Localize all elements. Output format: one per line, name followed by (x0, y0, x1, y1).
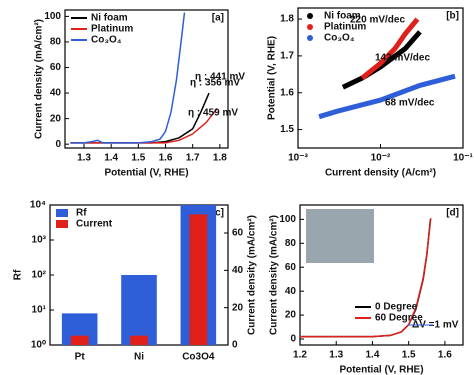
bar (70, 335, 89, 345)
series-line (300, 218, 432, 338)
bar (121, 275, 157, 345)
x-tick-label: 1.4 (365, 350, 379, 361)
annotation: η : 441 mV (195, 72, 245, 83)
legend-label: Rf (76, 208, 87, 219)
y-axis-label: Current density (mA/cm²) (269, 215, 280, 335)
x-tick-label: Ni (134, 352, 144, 363)
bar (130, 335, 148, 345)
y-tick-label: 1.8 (280, 14, 294, 25)
x-tick-label: 1.2 (293, 350, 307, 361)
y-axis-label: Current density (mA/cm²) (34, 19, 45, 139)
y2-tick-label: 0 (232, 340, 238, 351)
y-tick-label: 10⁴ (30, 200, 46, 211)
panel-label: [b] (446, 11, 459, 22)
series-line (341, 30, 422, 90)
x-tick-label: Co3O4 (182, 352, 215, 363)
x-tick-label: 1.5 (131, 153, 145, 164)
annotation: 220 mV/dec (350, 15, 405, 26)
x-axis-label: Potential (V, RHE) (339, 365, 423, 375)
x-axis-label: Current density (A/cm²) (325, 168, 436, 179)
x-tick-label: 1.4 (104, 153, 118, 164)
x-tick-label: 1.5 (402, 350, 416, 361)
panel-label: [a] (212, 13, 224, 24)
y-tick-label: 1.6 (280, 87, 294, 98)
x-tick-label: 10⁻¹ (453, 153, 473, 164)
inset-photo (306, 209, 374, 263)
annotation: 142 mV/dec (375, 53, 430, 64)
x-axis-label: Potential (V, RHE) (104, 168, 188, 179)
y-tick-label: 0 (290, 334, 296, 345)
y-tick-label: 60 (285, 262, 297, 273)
y-tick-label: 0 (55, 139, 61, 150)
legend-swatch (56, 209, 68, 217)
series-line (70, 107, 218, 144)
y-tick-label: 100 (44, 11, 61, 22)
plot-frame (64, 9, 229, 149)
panel-label: [c] (212, 208, 224, 219)
legend-label: Ni foam (324, 11, 361, 22)
legend-label: Current (76, 219, 113, 230)
legend-label: 60 Degree (375, 313, 423, 324)
bar (189, 214, 208, 345)
legend-label: Co₃O₄ (324, 33, 355, 44)
plot-frame (297, 7, 464, 149)
x-tick-label: 1.3 (329, 350, 343, 361)
y2-tick-label: 40 (232, 265, 244, 276)
annotation: η : 459 mV (188, 108, 238, 119)
annotation: 68 mV/dec (385, 98, 435, 109)
legend-swatch (307, 24, 313, 30)
y-tick-label: 20 (285, 310, 297, 321)
y-tick-label: 10¹ (32, 305, 47, 316)
annotation: η : 356 mV (190, 78, 240, 89)
x-tick-label: 1.3 (77, 153, 91, 164)
y-tick-label: 40 (285, 286, 297, 297)
series-line (318, 73, 456, 120)
y2-axis-label: Current density (mA/cm²) (247, 215, 258, 335)
legend-swatch (307, 35, 313, 41)
x-tick-label: 10⁻² (371, 153, 391, 164)
y-tick-label: 1.5 (280, 124, 294, 135)
y-tick-label: 10² (32, 270, 47, 281)
legend-label: Ni foam (91, 13, 128, 24)
y-tick-label: 10³ (32, 235, 47, 246)
y-tick-label: 80 (50, 37, 62, 48)
y-tick-label: 40 (50, 88, 62, 99)
legend-label: Platinum (324, 22, 366, 33)
legend-label: Platinum (91, 24, 133, 35)
y-tick-label: 60 (50, 62, 62, 73)
panel-label: [d] (446, 208, 459, 219)
y-tick-label: 20 (50, 113, 62, 124)
y2-tick-label: 20 (232, 302, 244, 313)
x-tick-label: 1.6 (159, 153, 173, 164)
y-tick-label: 80 (285, 238, 297, 249)
x-tick-label: 1.7 (186, 153, 200, 164)
legend-label: Co₃O₄ (91, 35, 122, 46)
legend-swatch (307, 13, 313, 19)
y2-tick-label: 60 (232, 228, 244, 239)
x-tick-label: 1.6 (438, 350, 452, 361)
annotation: ΔV =1 mV (412, 320, 459, 331)
y-axis-label: Rf (13, 269, 24, 280)
y-tick-label: 100 (279, 214, 296, 225)
x-tick-label: 1.8 (213, 153, 227, 164)
y-axis-label: Potential (V, RHE) (267, 36, 278, 120)
plot-frame (299, 204, 464, 346)
x-tick-label: Pt (75, 352, 86, 363)
y-tick-label: 1.7 (280, 51, 294, 62)
x-tick-label: 10⁻³ (288, 153, 308, 164)
series-line (70, 12, 186, 144)
y-tick-label: 10⁰ (31, 340, 46, 351)
series-line (360, 17, 420, 80)
legend-swatch (56, 220, 68, 228)
legend-label: 0 Degree (375, 302, 418, 313)
